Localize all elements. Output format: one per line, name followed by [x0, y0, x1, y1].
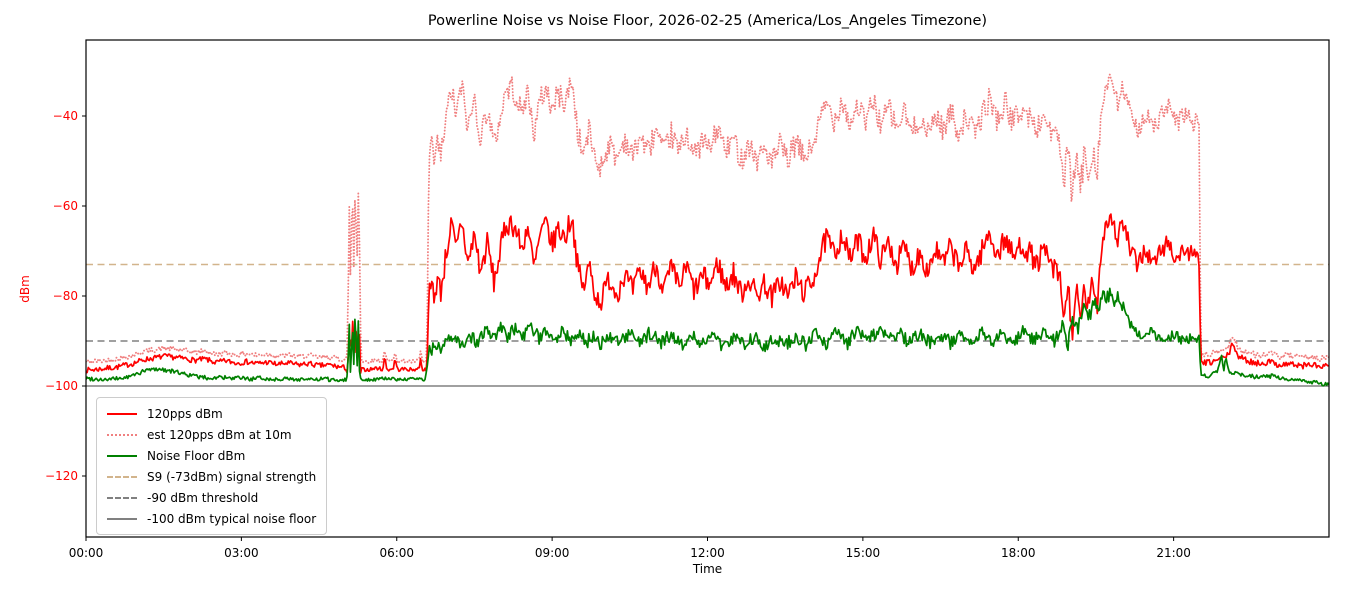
svg-text:−100: −100 — [45, 379, 78, 393]
legend-line-sample-s9 — [107, 475, 137, 478]
svg-text:−40: −40 — [53, 109, 78, 123]
svg-text:09:00: 09:00 — [535, 546, 570, 560]
svg-text:03:00: 03:00 — [224, 546, 259, 560]
legend-label-120pps: 120pps dBm — [147, 406, 223, 421]
legend: 120pps dBm est 120pps dBm at 10m Noise F… — [96, 397, 328, 535]
svg-text:06:00: 06:00 — [379, 546, 414, 560]
legend-label-100dbm: -100 dBm typical noise floor — [147, 511, 317, 526]
svg-text:−60: −60 — [53, 199, 78, 213]
legend-item-90dbm: -90 dBm threshold — [107, 488, 316, 507]
legend-item-noise-floor: Noise Floor dBm — [107, 446, 316, 465]
series-0 — [86, 213, 1329, 374]
svg-text:−80: −80 — [53, 289, 78, 303]
legend-item-s9: S9 (-73dBm) signal strength — [107, 467, 316, 486]
series-2 — [86, 287, 1329, 387]
legend-label-s9: S9 (-73dBm) signal strength — [147, 469, 317, 484]
legend-line-sample-120pps — [107, 412, 137, 415]
legend-item-est-10m: est 120pps dBm at 10m — [107, 425, 316, 444]
y-axis-ticks: −40 −60 −80 −100 −120 — [45, 109, 86, 483]
x-axis-ticks: 00:00 03:00 06:00 09:00 12:00 15:00 18:00 21:00 — [69, 537, 1191, 560]
chart-title: Powerline Noise vs Noise Floor, 2026-02-… — [427, 13, 988, 29]
legend-line-sample-noise-floor — [107, 454, 137, 457]
data-layer — [86, 73, 1329, 387]
legend-item-120pps: 120pps dBm — [107, 404, 316, 423]
legend-line-sample-est-10m — [107, 433, 137, 436]
x-axis-label: Time — [692, 562, 723, 576]
legend-label-noise-floor: Noise Floor dBm — [147, 448, 246, 463]
svg-text:21:00: 21:00 — [1156, 546, 1191, 560]
legend-line-sample-90dbm — [107, 496, 137, 499]
svg-text:18:00: 18:00 — [1001, 546, 1036, 560]
legend-label-est-10m: est 120pps dBm at 10m — [147, 427, 292, 442]
svg-text:00:00: 00:00 — [69, 546, 104, 560]
legend-line-sample-100dbm — [107, 517, 137, 520]
svg-text:15:00: 15:00 — [846, 546, 881, 560]
svg-text:−120: −120 — [45, 469, 78, 483]
series-1 — [86, 73, 1329, 365]
legend-item-100dbm: -100 dBm typical noise floor — [107, 509, 316, 528]
legend-label-90dbm: -90 dBm threshold — [147, 490, 259, 505]
svg-text:12:00: 12:00 — [690, 546, 725, 560]
